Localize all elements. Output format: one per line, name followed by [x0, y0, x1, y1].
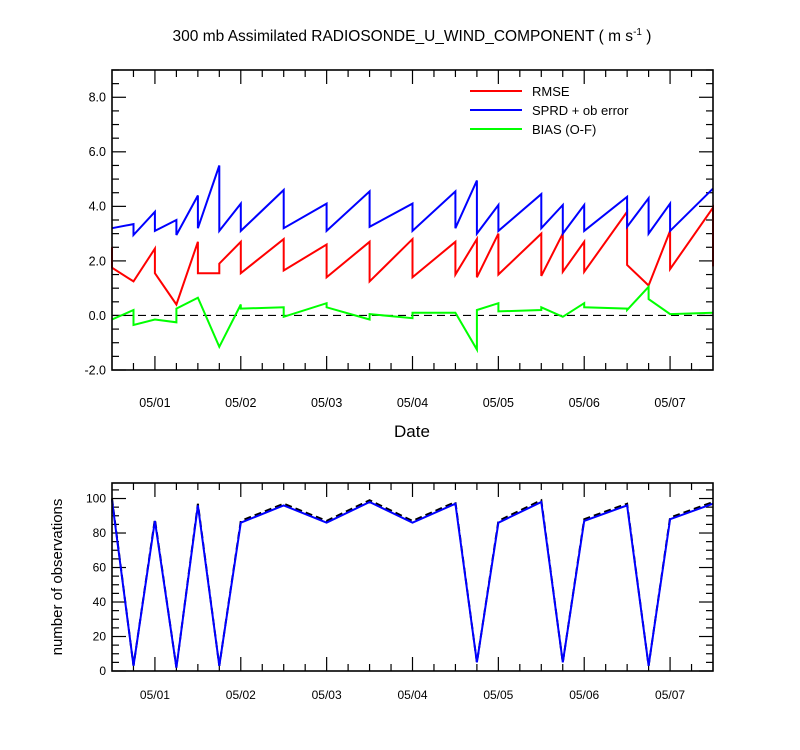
- x-tick-label: 05/04: [397, 396, 428, 410]
- chart-title-main: 300 mb Assimilated RADIOSONDE_U_WIND_COM…: [173, 28, 634, 45]
- y-tick-label: 0: [99, 664, 106, 678]
- y-tick-label: 0.0: [89, 309, 106, 323]
- x-tick-label: 05/07: [654, 396, 685, 410]
- x-tick-label: 05/01: [140, 688, 170, 702]
- x-tick-label: 05/03: [312, 688, 342, 702]
- y-axis-label-observations: number of observations: [49, 499, 66, 656]
- plot-border: [111, 69, 714, 371]
- legend-label: BIAS (O-F): [532, 122, 596, 137]
- bottom-plot: 05/01 05/02 05/03 05/04 05/05 05/06 05/07 0 20 40…: [86, 482, 714, 702]
- x-tick-label: 05/06: [569, 396, 600, 410]
- series-line-observations: [111, 500, 714, 668]
- x-tick-label: 05/05: [483, 396, 514, 410]
- top-plot: 05/01 05/02 05/03 05/04 05/05 05/06 05/07 -2.0 0…: [84, 69, 714, 410]
- legend-label: RMSE: [532, 84, 570, 99]
- series-line-bias-o-f-: [111, 284, 714, 354]
- x-tick-label: 05/02: [225, 396, 256, 410]
- y-tick-label: 4.0: [89, 200, 106, 214]
- x-axis-label: Date: [394, 422, 430, 441]
- series-line-observations-dashed: [111, 498, 714, 668]
- chart-title-superscript: -1: [633, 27, 642, 38]
- y-tick-label: -2.0: [84, 363, 106, 377]
- series-line-sprd-ob-error: [111, 165, 714, 238]
- legend-label: SPRD + ob error: [532, 103, 629, 118]
- plot-border: [111, 482, 714, 672]
- chart-title: 300 mb Assimilated RADIOSONDE_U_WIND_COM…: [173, 27, 652, 45]
- y-tick-label: 40: [93, 595, 107, 609]
- y-tick-label: 20: [93, 630, 107, 644]
- y-tick-label: 8.0: [89, 91, 106, 105]
- x-tick-label: 05/05: [483, 688, 513, 702]
- y-tick-label: 2.0: [89, 254, 106, 268]
- x-tick-label: 05/07: [655, 688, 685, 702]
- x-tick-label: 05/06: [569, 688, 599, 702]
- y-tick-label: 6.0: [89, 145, 106, 159]
- x-tick-label: 05/01: [139, 396, 170, 410]
- y-tick-label: 60: [93, 561, 107, 575]
- y-tick-label: 80: [93, 526, 107, 540]
- series-line-rmse: [111, 204, 714, 307]
- x-tick-label: 05/04: [397, 688, 427, 702]
- chart-title-end: ): [642, 28, 651, 45]
- x-tick-label: 05/02: [226, 688, 256, 702]
- x-tick-label: 05/03: [311, 396, 342, 410]
- y-tick-label: 100: [86, 492, 106, 506]
